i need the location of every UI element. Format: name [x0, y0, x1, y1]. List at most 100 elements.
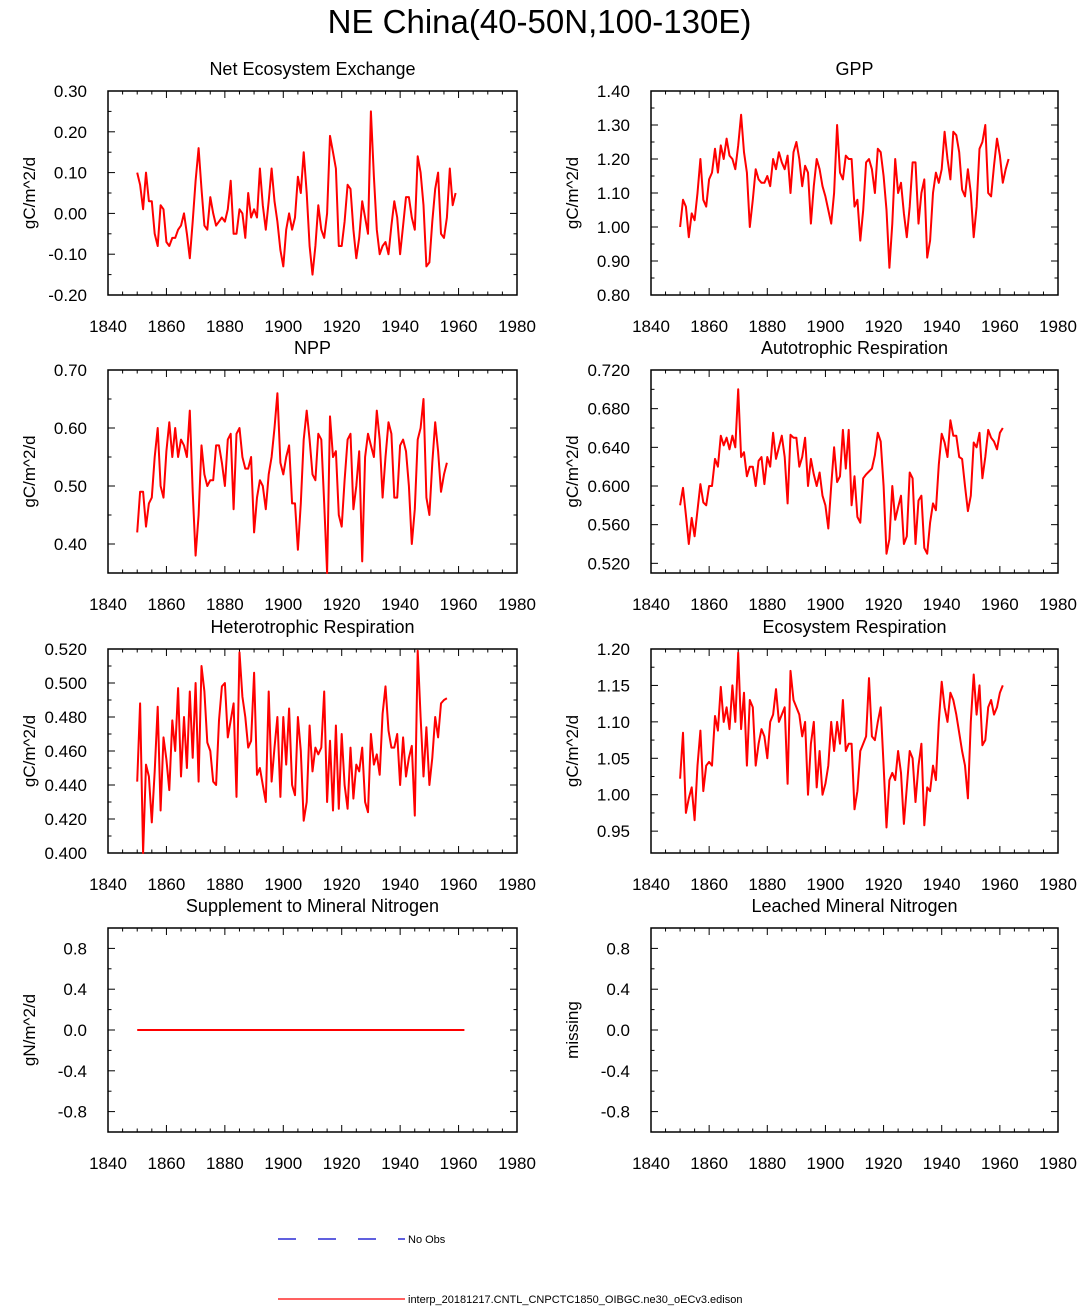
panel-1-frame [107, 90, 518, 296]
panel-7-xtick-label: 1880 [206, 1154, 244, 1173]
panel-5-frame [107, 648, 518, 854]
panel-5-ytick-label: 0.460 [44, 742, 87, 761]
panel-1-xtick-label: 1940 [381, 317, 419, 336]
panel-6-xtick-label: 1900 [807, 875, 845, 894]
panel-4-xtick-label: 1960 [981, 595, 1019, 614]
panel-5-xtick-label: 1880 [206, 875, 244, 894]
panel-7-xtick-label: 1840 [89, 1154, 127, 1173]
panel-5-ytick-label: 0.520 [44, 640, 87, 659]
panel-4-ytick-label: 0.680 [587, 400, 630, 419]
panel-7-xtick-label: 1860 [148, 1154, 186, 1173]
panel-7-ytick-label: -0.8 [58, 1103, 87, 1122]
panel-6-series-line [679, 651, 1004, 829]
panel-8-ytick-label: -0.8 [601, 1103, 630, 1122]
panel-2-xtick-label: 1900 [807, 317, 845, 336]
panel-2-ylabel: gC/m^2/d [563, 157, 582, 229]
panel-8-xtick-label: 1880 [748, 1154, 786, 1173]
panel-3-xtick-label: 1980 [498, 595, 536, 614]
panel-5-xtick-label: 1840 [89, 875, 127, 894]
panel-7-ytick-label: 0.0 [63, 1021, 87, 1040]
panel-2-ytick-label: 1.30 [597, 116, 630, 135]
panel-8-ytick-label: 0.4 [606, 980, 630, 999]
panel-5-ytick-label: 0.420 [44, 810, 87, 829]
panel-1-ytick-label: 0.20 [54, 123, 87, 142]
panel-6-ytick-label: 1.00 [597, 786, 630, 805]
panel-5-xtick-label: 1960 [440, 875, 478, 894]
panel-6-ylabel: gC/m^2/d [563, 715, 582, 787]
panel-2-xtick-label: 1980 [1039, 317, 1077, 336]
panel-1-ytick-label: 0.30 [54, 82, 87, 101]
panel-5-series-line [136, 649, 448, 854]
panel-3-ytick-label: 0.50 [54, 477, 87, 496]
panel-2-xtick-label: 1920 [865, 317, 903, 336]
panel-1-title: Net Ecosystem Exchange [209, 59, 415, 79]
figure-title: NE China(40-50N,100-130E) [327, 3, 752, 40]
panel-6-xtick-label: 1960 [981, 875, 1019, 894]
panel-1-ylabel: gC/m^2/d [20, 157, 39, 229]
panel-8-xtick-label: 1920 [865, 1154, 903, 1173]
panel-5-ytick-label: 0.480 [44, 708, 87, 727]
panel-4-title: Autotrophic Respiration [761, 338, 948, 358]
panel-6-ytick-label: 0.95 [597, 822, 630, 841]
panel-3-ytick-label: 0.40 [54, 535, 87, 554]
panel-3-xtick-label: 1920 [323, 595, 361, 614]
panel-3-ytick-label: 0.70 [54, 361, 87, 380]
panel-5-ytick-label: 0.500 [44, 674, 87, 693]
panel-3-xtick-label: 1860 [148, 595, 186, 614]
panel-3-xtick-label: 1940 [381, 595, 419, 614]
panel-2-xtick-label: 1960 [981, 317, 1019, 336]
panel-8-xtick-label: 1840 [632, 1154, 670, 1173]
panel-3-xtick-label: 1900 [264, 595, 302, 614]
panel-6-title: Ecosystem Respiration [762, 617, 946, 637]
panel-1-xtick-label: 1920 [323, 317, 361, 336]
panel-1-xtick-label: 1840 [89, 317, 127, 336]
panel-2-ytick-label: 0.80 [597, 286, 630, 305]
panel-8-title: Leached Mineral Nitrogen [751, 896, 957, 916]
panel-2-ytick-label: 1.20 [597, 150, 630, 169]
legend-obs-label: No Obs [408, 1234, 446, 1246]
panel-1-ytick-label: 0.00 [54, 204, 87, 223]
panel-1-xtick-label: 1860 [148, 317, 186, 336]
panel-4-ytick-label: 0.640 [587, 438, 630, 457]
panel-8-ytick-label: 0.0 [606, 1021, 630, 1040]
panel-3-xtick-label: 1840 [89, 595, 127, 614]
panel-6-xtick-label: 1940 [923, 875, 961, 894]
panel-4-ytick-label: 0.600 [587, 477, 630, 496]
panel-7-ytick-label: -0.4 [58, 1062, 87, 1081]
panel-1-series-line [136, 110, 457, 276]
panel-3-series-line [136, 392, 448, 574]
panel-2-ytick-label: 1.10 [597, 184, 630, 203]
panel-4-xtick-label: 1900 [807, 595, 845, 614]
panel-8-xtick-label: 1980 [1039, 1154, 1077, 1173]
panel-6-xtick-label: 1860 [690, 875, 728, 894]
panel-7-xtick-label: 1940 [381, 1154, 419, 1173]
panel-2-xtick-label: 1880 [748, 317, 786, 336]
panel-2-xtick-label: 1860 [690, 317, 728, 336]
panel-5-ytick-label: 0.400 [44, 844, 87, 863]
panel-4-ytick-label: 0.720 [587, 361, 630, 380]
panel-4-xtick-label: 1880 [748, 595, 786, 614]
panel-5-xtick-label: 1860 [148, 875, 186, 894]
panel-1-xtick-label: 1980 [498, 317, 536, 336]
panel-6-ytick-label: 1.20 [597, 640, 630, 659]
panel-6-ytick-label: 1.10 [597, 713, 630, 732]
panel-3-title: NPP [294, 338, 331, 358]
panel-7-ylabel: gN/m^2/d [20, 994, 39, 1066]
panel-1-ytick-label: -0.20 [48, 286, 87, 305]
panel-1-xtick-label: 1880 [206, 317, 244, 336]
panel-2-ytick-label: 1.40 [597, 82, 630, 101]
panel-4-ylabel: gC/m^2/d [563, 435, 582, 507]
panel-2-xtick-label: 1840 [632, 317, 670, 336]
panel-7-ytick-label: 0.8 [63, 939, 87, 958]
panel-8-xtick-label: 1860 [690, 1154, 728, 1173]
panel-8-ylabel: missing [563, 1001, 582, 1059]
panel-3-ytick-label: 0.60 [54, 419, 87, 438]
panel-7-xtick-label: 1900 [264, 1154, 302, 1173]
panel-6-xtick-label: 1980 [1039, 875, 1077, 894]
panel-7-xtick-label: 1980 [498, 1154, 536, 1173]
panel-5-ytick-label: 0.440 [44, 776, 87, 795]
panel-4-frame [650, 369, 1059, 574]
legend-model-label: interp_20181217.CNTL_CNPCTC1850_OIBGC.ne… [408, 1294, 742, 1306]
panel-8-xtick-label: 1940 [923, 1154, 961, 1173]
